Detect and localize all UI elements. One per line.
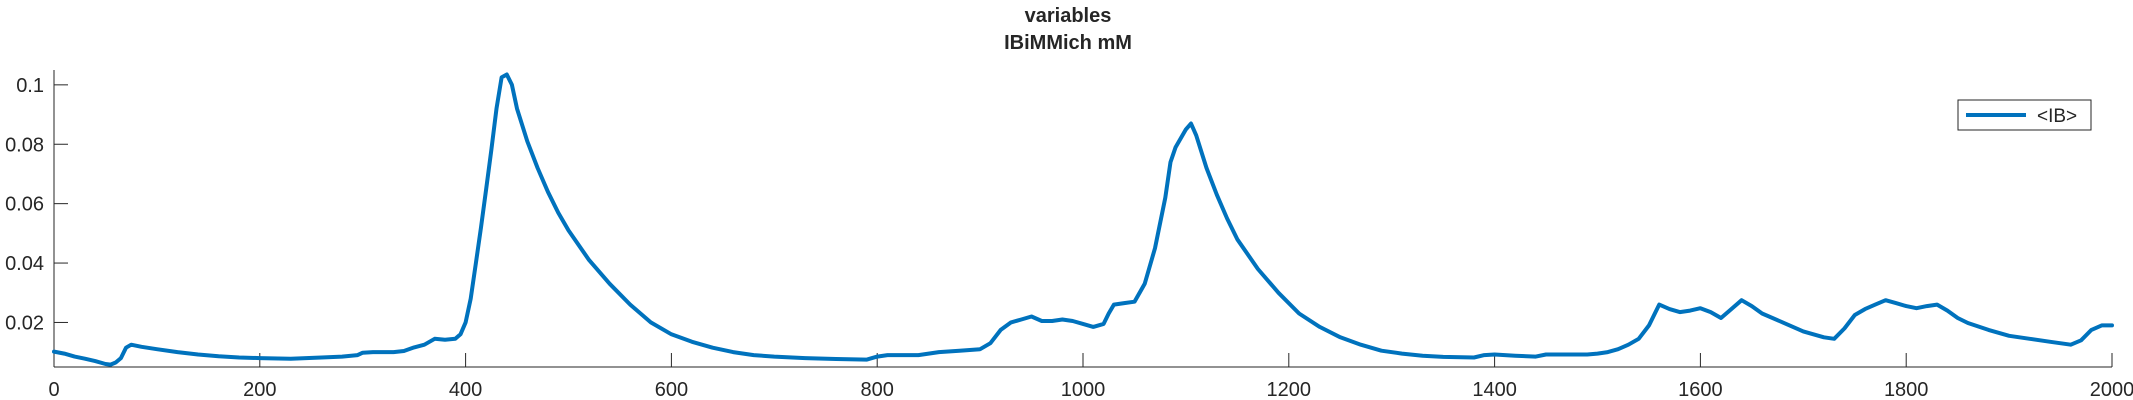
x-tick-label: 1400 bbox=[1472, 379, 1517, 400]
legend: <IB> bbox=[1957, 99, 2092, 131]
series-line bbox=[52, 72, 2114, 367]
chart-title: variables bbox=[1025, 5, 1112, 27]
tick-marks bbox=[53, 84, 2113, 367]
x-tick-label: 600 bbox=[655, 379, 688, 400]
legend-label: <IB> bbox=[2037, 106, 2077, 127]
y-tick-label: 0.04 bbox=[5, 253, 44, 275]
x-tick-label: 0 bbox=[48, 379, 59, 400]
y-tick-label: 0.1 bbox=[16, 75, 44, 97]
x-tick-labels: 0 200 400 600 800 1000 1200 1400 1600 1800 2000 bbox=[48, 379, 2133, 400]
y-tick-labels: 0.02 0.04 0.06 0.08 0.1 bbox=[5, 75, 44, 335]
x-tick-label: 1600 bbox=[1678, 379, 1723, 400]
x-tick-label: 1200 bbox=[1267, 379, 1312, 400]
chart-subtitle: IBiMMich mM bbox=[1004, 32, 1132, 54]
y-tick-label: 0.02 bbox=[5, 312, 44, 334]
series-layer bbox=[52, 72, 2114, 367]
x-tick-label: 400 bbox=[449, 379, 482, 400]
x-tick-label: 2000 bbox=[2090, 379, 2133, 400]
x-tick-label: 200 bbox=[243, 379, 276, 400]
x-tick-label: 1800 bbox=[1884, 379, 1929, 400]
x-tick-label: 800 bbox=[861, 379, 894, 400]
y-tick-label: 0.06 bbox=[5, 194, 44, 216]
x-tick-label: 1000 bbox=[1061, 379, 1106, 400]
y-tick-label: 0.08 bbox=[5, 134, 44, 156]
